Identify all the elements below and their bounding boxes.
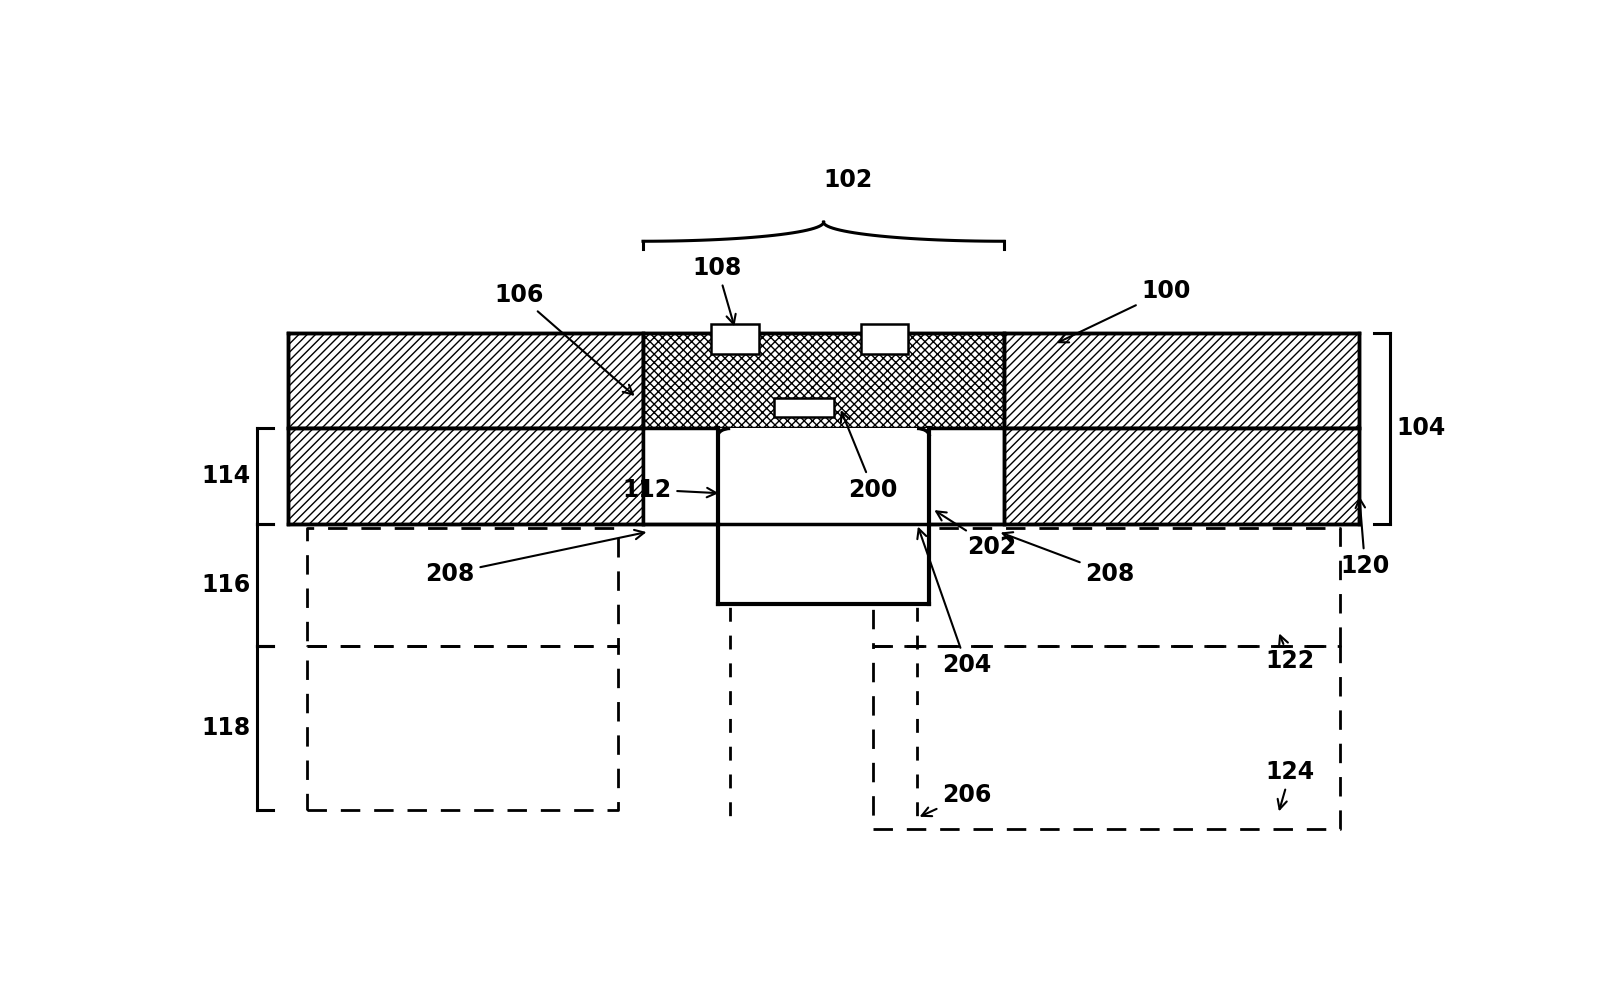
Text: 204: 204 — [918, 529, 992, 678]
Text: 108: 108 — [693, 256, 742, 324]
Bar — [1004, 429, 1360, 524]
Text: 118: 118 — [201, 716, 251, 740]
Bar — [929, 429, 1004, 524]
Text: 114: 114 — [201, 464, 251, 488]
Text: 102: 102 — [824, 169, 873, 192]
Bar — [712, 323, 759, 354]
Bar — [718, 429, 929, 604]
Text: 124: 124 — [1266, 760, 1315, 809]
Text: 208: 208 — [1003, 533, 1135, 585]
Text: 208: 208 — [426, 530, 644, 585]
Bar — [775, 398, 834, 417]
Text: 122: 122 — [1266, 636, 1315, 674]
Text: 112: 112 — [622, 477, 717, 502]
Text: 100: 100 — [1059, 279, 1191, 342]
Text: 206: 206 — [922, 783, 992, 816]
Text: 120: 120 — [1340, 498, 1390, 578]
Bar — [643, 429, 718, 524]
Text: 202: 202 — [937, 511, 1016, 558]
Text: 104: 104 — [1396, 417, 1446, 440]
Bar — [288, 333, 643, 429]
Bar — [643, 333, 1004, 429]
Text: 106: 106 — [493, 283, 633, 395]
Bar — [288, 429, 643, 524]
Bar — [1004, 333, 1360, 429]
Bar — [861, 323, 908, 354]
Text: 200: 200 — [840, 412, 898, 502]
Text: 116: 116 — [201, 573, 251, 597]
